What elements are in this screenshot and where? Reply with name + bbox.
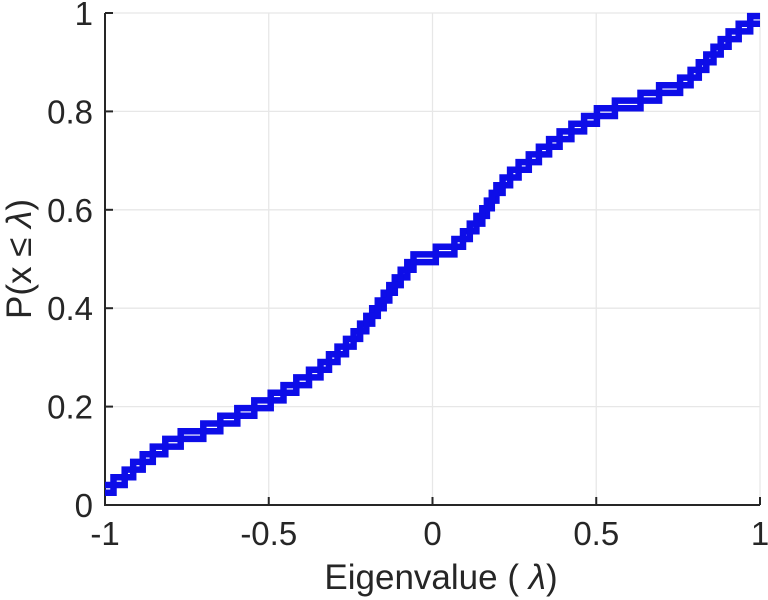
y-tick-label: 1 [75,0,93,32]
y-tick-label: 0 [75,487,93,524]
y-tick-label: 0.8 [47,93,93,130]
y-tick-label: 0.2 [47,389,93,426]
x-tick-label: 1 [751,515,768,552]
x-tick-label: -1 [90,515,119,552]
x-axis-title: Eigenvalue ( λ) [324,558,557,597]
x-tick-label: -0.5 [240,515,297,552]
y-tick-label: 0.4 [47,290,93,327]
x-tick-label: 0.5 [573,515,619,552]
ecdf-curve-2 [105,20,760,489]
x-tick-label: 0 [423,515,441,552]
y-axis-title: P(x ≤ λ) [0,199,39,319]
y-tick-label: 0.6 [47,192,93,229]
